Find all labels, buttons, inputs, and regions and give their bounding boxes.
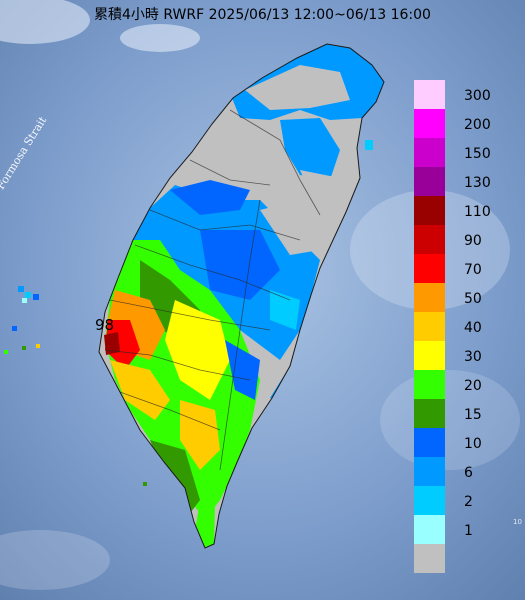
legend-label: 2 [464, 494, 473, 510]
max-value-label: 98 [95, 316, 115, 334]
legend-label: 10 [464, 436, 482, 452]
legend-label: 1 [464, 523, 473, 539]
legend-swatch [414, 370, 445, 399]
legend-swatch [414, 80, 445, 109]
legend-swatch [414, 312, 445, 341]
edge-label: 10 [513, 518, 522, 526]
legend-swatch [414, 283, 445, 312]
taiwan-coastline [98, 43, 385, 549]
legend-swatch [414, 515, 445, 544]
legend-swatch [414, 254, 445, 283]
legend-swatch [414, 167, 445, 196]
legend-label: 50 [464, 291, 482, 307]
legend-label: 40 [464, 320, 482, 336]
legend-label: 300 [464, 88, 491, 104]
legend-label: 15 [464, 407, 482, 423]
legend-swatch [414, 109, 445, 138]
legend-label: 90 [464, 233, 482, 249]
legend-label: 130 [464, 175, 491, 191]
offshore-echoes [4, 140, 373, 486]
legend-label: 200 [464, 117, 491, 133]
legend-swatch [414, 399, 445, 428]
legend-swatch [414, 196, 445, 225]
legend-label: 110 [464, 204, 491, 220]
legend-label: 70 [464, 262, 482, 278]
map-title: 累積4小時 RWRF 2025/06/13 12:00~06/13 16:00 [94, 7, 431, 23]
legend-label: 30 [464, 349, 482, 365]
legend-swatch [414, 138, 445, 167]
legend-label: 150 [464, 146, 491, 162]
legend-swatch [414, 544, 445, 573]
legend-label: 6 [464, 465, 473, 481]
legend-swatch [414, 225, 445, 254]
legend-swatch [414, 341, 445, 370]
legend-label: 20 [464, 378, 482, 394]
legend-swatch [414, 457, 445, 486]
legend-swatch [414, 428, 445, 457]
legend-swatch [414, 486, 445, 515]
